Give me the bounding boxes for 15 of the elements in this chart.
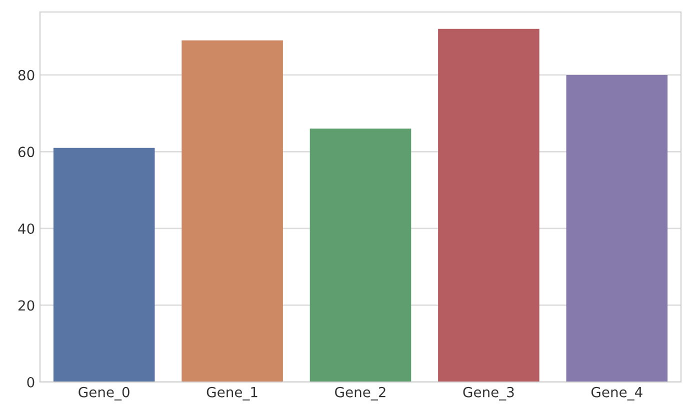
x-tick-label: Gene_0: [78, 386, 130, 400]
bar: [310, 128, 412, 382]
y-tick-label: 60: [18, 146, 34, 158]
x-tick-label: Gene_3: [463, 386, 514, 400]
y-tick-label: 40: [18, 223, 34, 234]
x-tick-label: Gene_1: [206, 386, 258, 400]
bar: [182, 40, 283, 382]
x-tick-label: Gene_4: [591, 386, 642, 400]
y-tick-label: 80: [18, 70, 34, 80]
y-tick-label: 0: [27, 376, 34, 388]
bar: [438, 28, 540, 382]
x-tick-label: Gene_2: [335, 386, 386, 400]
y-tick-label: 20: [18, 300, 34, 311]
bar: [566, 74, 668, 382]
bar: [53, 148, 155, 382]
